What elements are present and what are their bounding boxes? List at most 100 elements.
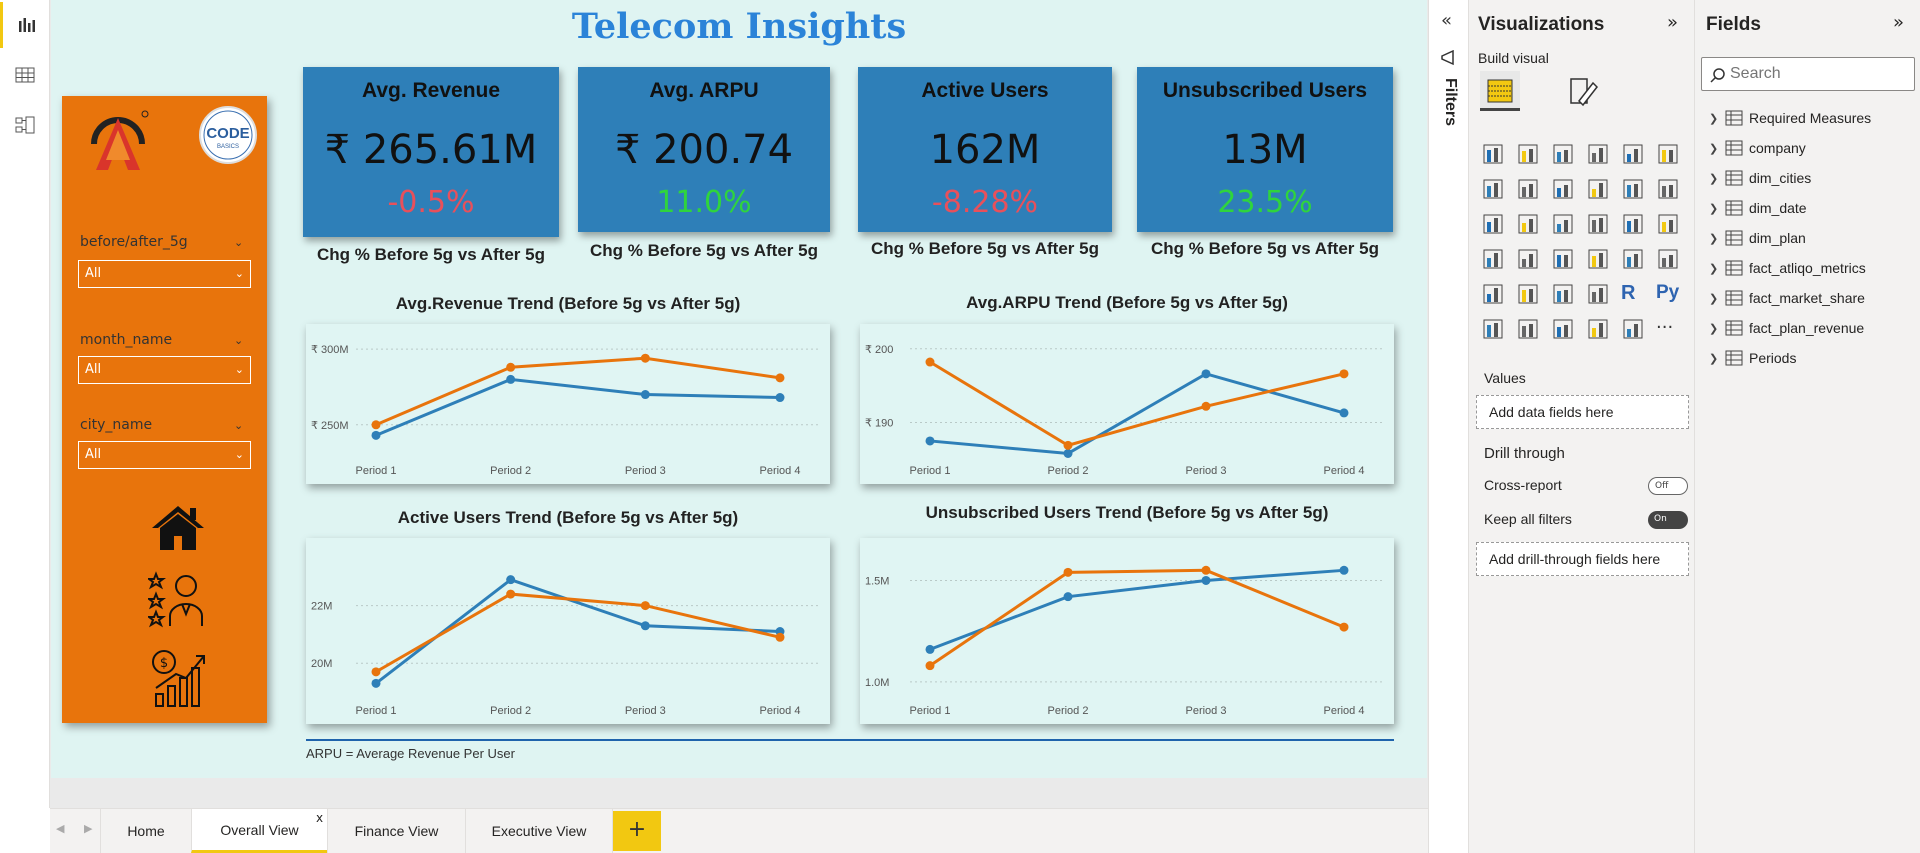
- visual-type-icon[interactable]: [1481, 247, 1505, 271]
- data-point[interactable]: [506, 589, 516, 599]
- kpi-card-avg-revenue[interactable]: Avg. Revenue ₹ 265.61M -0.5%: [303, 67, 559, 237]
- field-table-item[interactable]: ❯ dim_cities: [1709, 168, 1811, 188]
- data-point[interactable]: [371, 667, 381, 677]
- expand-icon[interactable]: »: [1667, 12, 1679, 33]
- keep-filters-toggle[interactable]: On: [1648, 511, 1688, 529]
- chevron-down-icon[interactable]: ⌄: [234, 236, 244, 249]
- data-point[interactable]: [1339, 622, 1349, 632]
- chevron-right-icon[interactable]: ❯: [1709, 262, 1719, 275]
- visual-type-icon[interactable]: [1656, 177, 1680, 201]
- collapse-icon[interactable]: «: [1441, 10, 1453, 31]
- data-point[interactable]: [1339, 369, 1349, 379]
- chevron-right-icon[interactable]: ❯: [1709, 172, 1719, 185]
- visual-type-icon[interactable]: [1481, 177, 1505, 201]
- data-point[interactable]: [775, 632, 785, 642]
- field-table-item[interactable]: ❯ dim_plan: [1709, 228, 1806, 248]
- data-point[interactable]: [371, 420, 381, 430]
- chevron-right-icon[interactable]: ❯: [1709, 232, 1719, 245]
- visual-type-icon[interactable]: [1621, 247, 1645, 271]
- model-icon[interactable]: [0, 102, 50, 148]
- tab-home[interactable]: Home: [100, 809, 191, 853]
- search-input[interactable]: [1730, 62, 1910, 86]
- kpi-card-avg-arpu[interactable]: Avg. ARPU ₹ 200.74 11.0%: [578, 67, 830, 232]
- data-point[interactable]: [1201, 565, 1211, 575]
- close-tab-icon[interactable]: x: [316, 811, 324, 825]
- data-point[interactable]: [1063, 440, 1073, 450]
- data-point[interactable]: [506, 362, 516, 372]
- tab-finance-view[interactable]: Finance View: [327, 809, 465, 853]
- visual-type-icon[interactable]: [1481, 212, 1505, 236]
- more-visuals-icon[interactable]: ···: [1656, 317, 1674, 338]
- data-point[interactable]: [1201, 575, 1211, 585]
- visual-type-icon[interactable]: [1516, 142, 1540, 166]
- field-table-item[interactable]: ❯ fact_market_share: [1709, 288, 1865, 308]
- chevron-right-icon[interactable]: ❯: [1709, 112, 1719, 125]
- visual-type-icon[interactable]: [1516, 282, 1540, 306]
- avg-revenue-trend-chart[interactable]: ₹ 250M ₹ 300M Period 1 Period 2 Period 3 Peri…: [306, 324, 830, 484]
- data-point[interactable]: [1339, 565, 1349, 575]
- avg-arpu-trend-chart[interactable]: ₹ 190 ₹ 200 Period 1 Period 2 Period 3 Period…: [860, 324, 1394, 484]
- field-table-item[interactable]: ❯ fact_plan_revenue: [1709, 318, 1864, 338]
- filters-label[interactable]: Filters: [1442, 78, 1459, 127]
- scroll-left-icon[interactable]: ◀: [56, 822, 65, 835]
- data-point[interactable]: [1201, 401, 1211, 411]
- values-well[interactable]: Add data fields here: [1476, 395, 1689, 429]
- visual-type-icon[interactable]: [1516, 212, 1540, 236]
- field-table-item[interactable]: ❯ Required Measures: [1709, 108, 1871, 128]
- field-table-item[interactable]: ❯ company: [1709, 138, 1806, 158]
- home-icon[interactable]: [150, 504, 206, 556]
- data-point[interactable]: [640, 390, 650, 400]
- add-page-button[interactable]: +: [613, 811, 661, 851]
- active-users-trend-chart[interactable]: 20M 22M Period 1 Period 2 Period 3 Period 4: [306, 538, 830, 724]
- visual-type-icon[interactable]: [1621, 317, 1645, 341]
- slicer-dropdown-5g[interactable]: All ⌄: [78, 260, 251, 288]
- visual-type-icon[interactable]: [1621, 177, 1645, 201]
- python-visual-icon[interactable]: Py: [1656, 282, 1680, 303]
- visual-type-icon[interactable]: [1516, 177, 1540, 201]
- kpi-card-unsubscribed-users[interactable]: Unsubscribed Users 13M 23.5%: [1137, 67, 1393, 232]
- data-point[interactable]: [925, 661, 935, 671]
- visual-type-icon[interactable]: [1586, 317, 1610, 341]
- data-point[interactable]: [371, 678, 381, 688]
- drill-through-well[interactable]: Add drill-through fields here: [1476, 542, 1689, 576]
- chevron-right-icon[interactable]: ❯: [1709, 142, 1719, 155]
- chevron-down-icon[interactable]: ⌄: [234, 334, 244, 347]
- kpi-card-active-users[interactable]: Active Users 162M -8.28%: [858, 67, 1112, 232]
- data-point[interactable]: [1201, 369, 1211, 379]
- table-icon[interactable]: [0, 52, 50, 98]
- visual-type-icon[interactable]: [1621, 212, 1645, 236]
- visual-type-icon[interactable]: [1481, 282, 1505, 306]
- visual-type-icon[interactable]: [1551, 247, 1575, 271]
- data-point[interactable]: [925, 644, 935, 654]
- data-point[interactable]: [640, 601, 650, 611]
- visual-type-icon[interactable]: [1551, 282, 1575, 306]
- visual-type-icon[interactable]: [1621, 142, 1645, 166]
- chevron-right-icon[interactable]: ❯: [1709, 202, 1719, 215]
- scroll-right-icon[interactable]: ▶: [84, 822, 93, 835]
- data-point[interactable]: [506, 374, 516, 384]
- visual-type-icon[interactable]: [1586, 142, 1610, 166]
- expand-icon[interactable]: »: [1893, 12, 1905, 33]
- data-point[interactable]: [371, 430, 381, 440]
- visual-type-icon[interactable]: [1516, 247, 1540, 271]
- visual-type-icon[interactable]: [1516, 317, 1540, 341]
- chevron-right-icon[interactable]: ❯: [1709, 352, 1719, 365]
- data-point[interactable]: [1063, 567, 1073, 577]
- revenue-growth-icon[interactable]: $: [148, 648, 208, 712]
- slicer-dropdown-month[interactable]: All ⌄: [78, 356, 251, 384]
- visual-type-icon[interactable]: [1586, 212, 1610, 236]
- visual-type-icon[interactable]: [1656, 142, 1680, 166]
- visual-type-icon[interactable]: [1586, 247, 1610, 271]
- chevron-down-icon[interactable]: ⌄: [234, 419, 244, 432]
- data-point[interactable]: [1339, 408, 1349, 418]
- data-point[interactable]: [775, 393, 785, 403]
- field-table-item[interactable]: ❯ fact_atliqo_metrics: [1709, 258, 1866, 278]
- visual-type-icon[interactable]: [1551, 142, 1575, 166]
- visual-type-icon[interactable]: [1481, 142, 1505, 166]
- slicer-dropdown-city[interactable]: All ⌄: [78, 441, 251, 469]
- data-point[interactable]: [640, 353, 650, 363]
- search-box[interactable]: [1701, 57, 1915, 91]
- tab-executive-view[interactable]: Executive View: [465, 809, 613, 853]
- visual-type-icon[interactable]: [1551, 177, 1575, 201]
- unsubscribed-users-trend-chart[interactable]: 1.0M 1.5M Period 1 Period 2 Period 3 Period 4: [860, 538, 1394, 724]
